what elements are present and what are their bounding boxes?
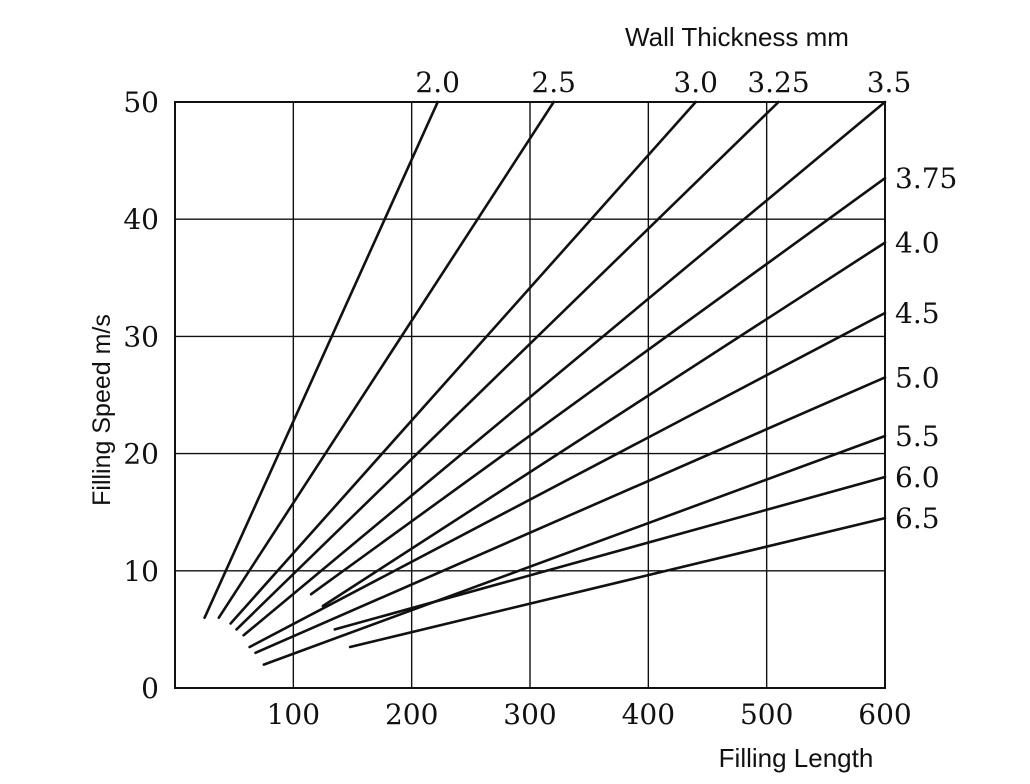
series-line-4.5 xyxy=(248,311,887,649)
series-line-6.5 xyxy=(348,516,887,649)
y-tick-labels: 0 10 20 30 40 50 xyxy=(123,86,159,705)
x-tick-label: 600 xyxy=(858,698,911,731)
y-tick-label: 10 xyxy=(123,555,159,588)
series-label-3.75: 3.75 xyxy=(895,162,957,195)
series-label-2.5: 2.5 xyxy=(531,66,576,99)
y-tick-label: 30 xyxy=(123,320,159,353)
series-label-6.0: 6.0 xyxy=(895,461,940,494)
y-tick-label: 40 xyxy=(123,203,159,236)
series-label-3.5: 3.5 xyxy=(867,66,912,99)
x-tick-label: 100 xyxy=(267,698,320,731)
series-line-6.0 xyxy=(333,475,887,631)
y-tick-label: 20 xyxy=(123,438,159,471)
plot-frame xyxy=(174,101,886,689)
series-title: Wall Thickness mm xyxy=(625,22,849,52)
y-tick-label: 50 xyxy=(123,86,159,119)
series-label-6.5: 6.5 xyxy=(895,502,940,535)
series-labels: 2.0 2.5 3.0 3.25 3.5 3.75 4.0 4.5 5.0 5.5 6.0 6.5 xyxy=(415,66,957,535)
series-line-5.0 xyxy=(254,376,887,655)
series-line-4.0 xyxy=(321,241,887,608)
series-label-5.5: 5.5 xyxy=(895,420,940,453)
series-line-3.75 xyxy=(309,176,887,596)
series-line-2.5 xyxy=(217,100,556,620)
series-label-5.0: 5.0 xyxy=(895,361,940,394)
y-axis-label: Filling Speed m/s xyxy=(88,314,116,506)
series-label-3.25: 3.25 xyxy=(747,66,809,99)
series-label-4.5: 4.5 xyxy=(895,297,940,330)
series-line-2.0 xyxy=(203,100,440,620)
x-tick-label: 500 xyxy=(740,698,793,731)
series-line-5.5 xyxy=(262,434,887,666)
series-lines xyxy=(203,100,887,666)
x-tick-label: 400 xyxy=(622,698,675,731)
x-axis-label: Filling Length xyxy=(719,743,874,773)
series-label-3.0: 3.0 xyxy=(673,66,718,99)
x-tick-labels: 100 200 300 400 500 600 xyxy=(267,698,912,731)
series-label-4.0: 4.0 xyxy=(895,227,940,260)
series-label-2.0: 2.0 xyxy=(415,66,460,99)
series-line-3.25 xyxy=(235,100,780,631)
x-tick-label: 200 xyxy=(385,698,438,731)
y-tick-label: 0 xyxy=(141,672,159,705)
series-line-3.0 xyxy=(229,100,698,625)
series-line-3.5 xyxy=(242,100,887,637)
x-tick-label: 300 xyxy=(503,698,556,731)
